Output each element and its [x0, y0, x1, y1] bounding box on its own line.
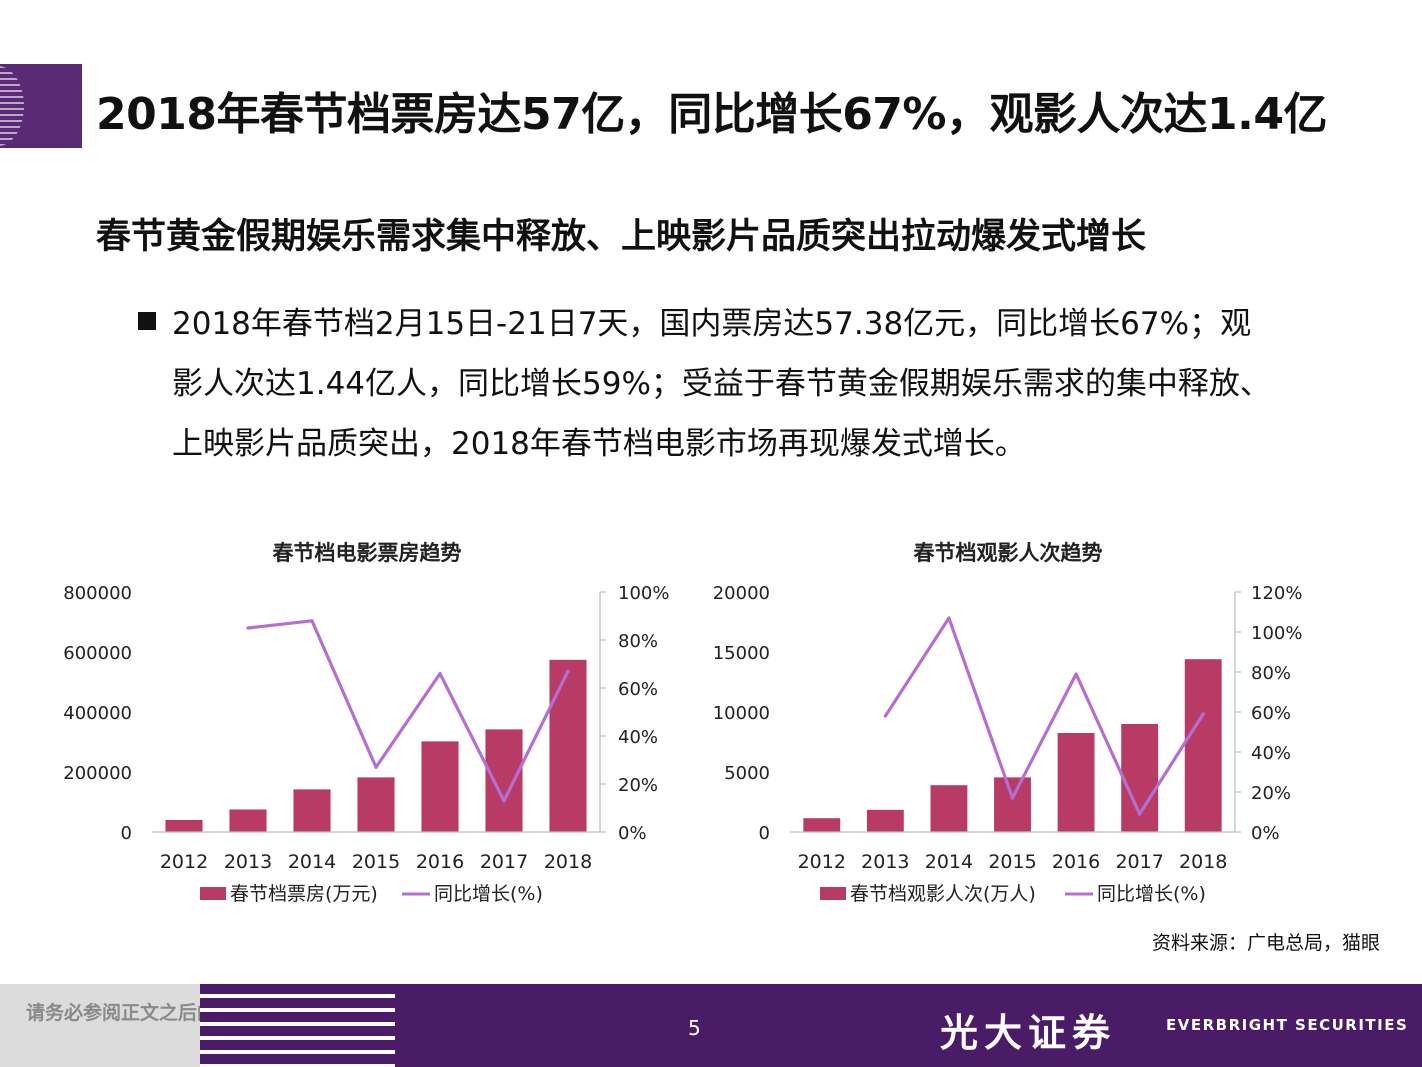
left-axis-tick-label: 0	[121, 823, 132, 844]
left-axis-tick-label: 10000	[713, 703, 770, 724]
box-office-chart-svg: 春节档电影票房趋势 800000 600000 400000 200000 0 100% 80…	[63, 541, 669, 905]
growth-line	[247, 619, 570, 803]
square-bullet-icon	[138, 312, 156, 330]
legend-bar-swatch	[200, 887, 226, 900]
x-axis-tick-label: 2012	[160, 851, 208, 873]
footer-bar: 请务必参阅正文之后的重要声明 5 光大证券 EVERBRIGHT SECURIT…	[0, 984, 1422, 1067]
header-stripe-pattern	[0, 66, 24, 146]
section-subtitle: 春节黄金假期娱乐需求集中释放、上映影片品质突出拉动爆发式增长	[96, 217, 1147, 257]
growth-point	[310, 619, 314, 623]
growth-point	[883, 714, 887, 718]
x-axis-tick-label: 2017	[1115, 851, 1163, 873]
bar	[930, 785, 968, 832]
page-number: 5	[688, 1016, 701, 1040]
growth-point	[566, 669, 570, 673]
chart-title: 春节档电影票房趋势	[273, 541, 462, 565]
legend-bar-swatch	[820, 887, 846, 900]
growth-point	[374, 765, 378, 769]
bar	[229, 809, 267, 832]
right-axis-tick-label: 0%	[618, 823, 647, 844]
brand-logo-en: EVERBRIGHT SECURITIES	[1166, 1016, 1409, 1034]
growth-point	[1010, 796, 1015, 800]
bar	[357, 777, 395, 832]
left-axis-tick-label: 5000	[724, 763, 770, 784]
bar	[293, 789, 331, 832]
right-axis-tick-label: 20%	[618, 775, 658, 796]
bar	[1184, 659, 1222, 832]
brand-logo-cn: 光大证券	[940, 1010, 1117, 1055]
growth-point	[1201, 712, 1205, 716]
chart-title: 春节档观影人次趋势	[914, 541, 1103, 565]
legend-line-label: 同比增长(%)	[434, 883, 543, 905]
left-axis-tick-label: 200000	[63, 763, 132, 784]
x-axis-tick-label: 2016	[1052, 851, 1100, 873]
bar	[421, 741, 459, 832]
bar	[803, 818, 841, 832]
x-axis-tick-label: 2013	[224, 851, 272, 873]
growth-point	[947, 616, 951, 620]
right-axis-tick-label: 100%	[1251, 623, 1302, 644]
right-axis-tick-label: 0%	[1251, 823, 1280, 844]
x-axis-tick-label: 2017	[480, 851, 528, 873]
x-axis-tick-label: 2014	[925, 851, 973, 873]
right-axis-tick-label: 100%	[618, 583, 669, 604]
left-axis-tick-label: 20000	[713, 583, 770, 604]
left-axis-tick-label: 15000	[713, 643, 770, 664]
left-axis-tick-label: 0	[759, 823, 770, 844]
footer-stripe-decoration	[200, 984, 395, 1067]
right-axis-tick-label: 80%	[618, 631, 658, 652]
x-axis-tick-label: 2014	[288, 851, 336, 873]
right-axis-tick-label: 20%	[1251, 783, 1291, 804]
attendance-chart: 春节档观影人次趋势 20000 15000 10000 5000 0 120% 100% 80%…	[660, 530, 1340, 920]
left-axis-tick-label: 800000	[63, 583, 132, 604]
bar	[485, 729, 523, 832]
left-axis-tick-label: 400000	[63, 703, 132, 724]
bullet-text: 2018年春节档2月15日-21日7天，国内票房达57.38亿元，同比增长67%…	[172, 306, 1271, 462]
x-axis-tick-label: 2018	[1179, 851, 1227, 873]
box-office-chart: 春节档电影票房趋势 800000 600000 400000 200000 0 100% 80…	[0, 530, 680, 920]
x-axis-tick-label: 2013	[861, 851, 909, 873]
growth-point	[1074, 672, 1078, 676]
attendance-chart-svg: 春节档观影人次趋势 20000 15000 10000 5000 0 120% 100% 80%…	[713, 541, 1303, 905]
growth-point	[438, 672, 442, 676]
right-axis-tick-label: 120%	[1251, 583, 1302, 604]
right-axis-tick-label: 40%	[618, 727, 658, 748]
bar	[866, 809, 904, 832]
growth-point	[502, 799, 506, 803]
x-axis-tick-label: 2016	[416, 851, 464, 873]
growth-line	[884, 616, 1205, 816]
bar	[1057, 733, 1095, 832]
header-decoration	[0, 64, 82, 148]
bar	[1121, 724, 1159, 832]
x-axis-tick-label: 2015	[352, 851, 400, 873]
right-axis-tick-label: 60%	[1251, 703, 1291, 724]
right-axis-tick-label: 60%	[618, 679, 658, 700]
x-axis-tick-label: 2018	[544, 851, 592, 873]
growth-point	[1138, 812, 1142, 816]
right-axis-tick-label: 40%	[1251, 743, 1291, 764]
legend-bar-label: 春节档观影人次(万人)	[850, 883, 1036, 905]
growth-point	[246, 626, 250, 630]
bar	[165, 820, 203, 832]
bar	[549, 659, 587, 832]
right-axis-tick-label: 80%	[1251, 663, 1291, 684]
legend-line-label: 同比增长(%)	[1097, 883, 1206, 905]
left-axis-tick-label: 600000	[63, 643, 132, 664]
page-title: 2018年春节档票房达57亿，同比增长67%，观影人次达1.4亿	[96, 89, 1327, 140]
bar	[994, 777, 1031, 832]
x-axis-tick-label: 2015	[988, 851, 1036, 873]
source-note: 资料来源：广电总局，猫眼	[1151, 932, 1380, 954]
x-axis-tick-label: 2012	[798, 851, 846, 873]
legend-bar-label: 春节档票房(万元)	[230, 883, 378, 905]
